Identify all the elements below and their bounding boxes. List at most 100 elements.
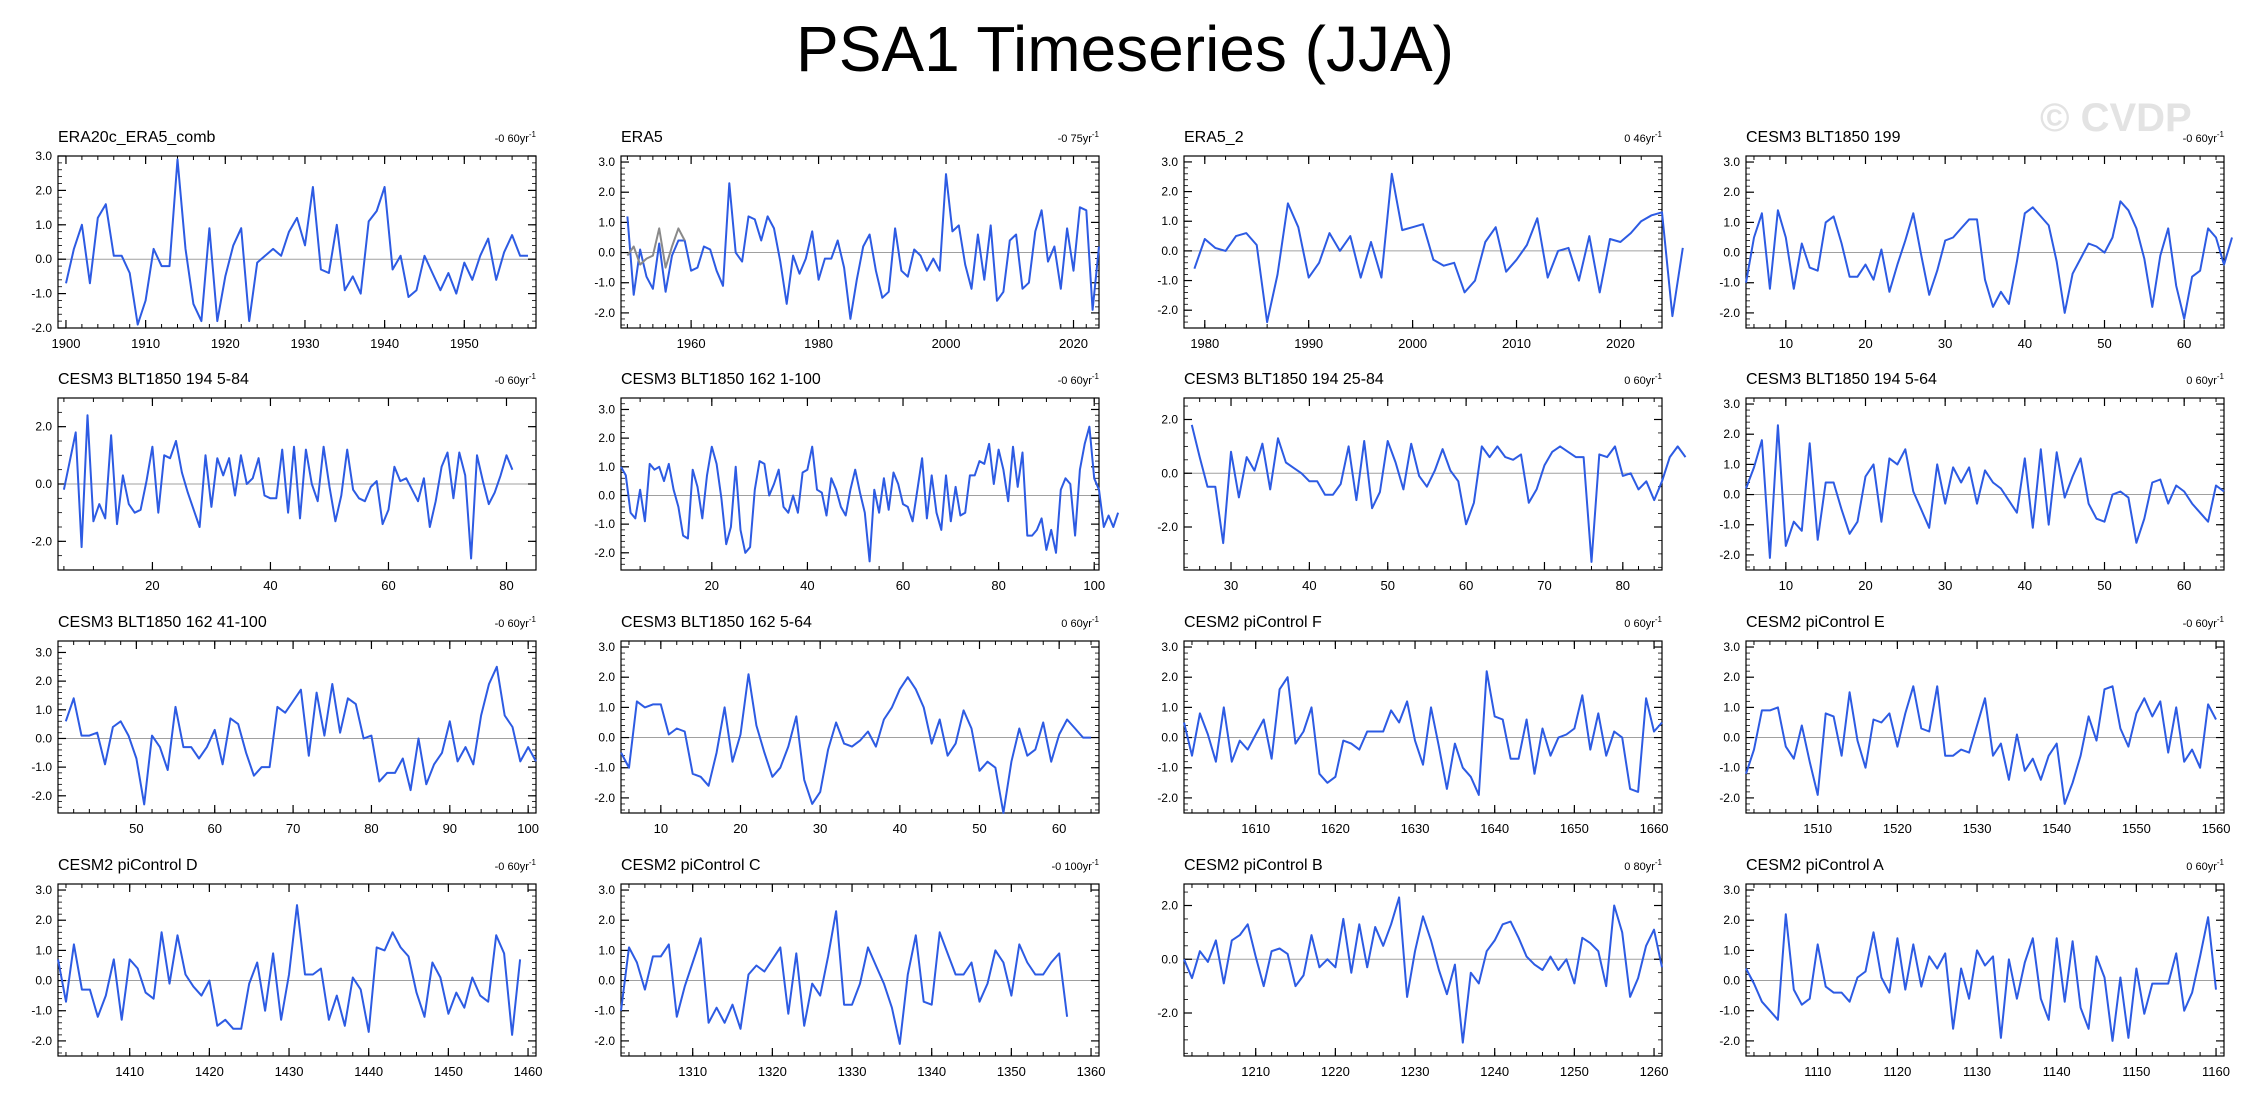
y-tick-label: 0.0: [1161, 466, 1178, 480]
y-tick-label: -2.0: [31, 321, 52, 335]
y-tick-label: 0.0: [598, 974, 615, 988]
panel-trend-label: -0 100yr-1: [1052, 858, 1100, 873]
chart-panel: ERA5 -0 75yr-1 1960 1980 2000 2020 3.0 2.0 1.0 0.…: [594, 129, 1100, 351]
y-tick-label: 2.0: [1723, 427, 1740, 441]
panel-title: CESM3 BLT1850 199: [1746, 129, 1901, 146]
y-tick-label: -1.0: [594, 517, 615, 531]
x-tick-label: 30: [1938, 336, 1952, 351]
trend-superscript: -1: [1092, 130, 1100, 139]
x-tick-label: 40: [893, 821, 907, 836]
x-tick-label: 1120: [1883, 1064, 1911, 1079]
x-tick-label: 1230: [1401, 1064, 1430, 1079]
x-tick-label: 60: [381, 578, 395, 593]
trend-superscript: -1: [1655, 372, 1663, 381]
x-tick-label: 1460: [514, 1064, 543, 1079]
chart-panel: CESM3 BLT1850 194 5-84 -0 60yr-1 20 40 60 80 2…: [31, 371, 537, 593]
x-tick-label: 20: [145, 578, 159, 593]
y-tick-label: 2.0: [1161, 413, 1178, 427]
panel-title: CESM3 BLT1850 194 5-84: [58, 371, 249, 388]
y-tick-label: 0.0: [1723, 974, 1740, 988]
x-tick-label: 1210: [1241, 1064, 1270, 1079]
series-line-overlay: [626, 227, 686, 269]
y-tick-label: -1.0: [594, 276, 615, 290]
y-tick-label: 1.0: [1723, 457, 1740, 471]
y-tick-label: -1.0: [1157, 761, 1178, 775]
panel-title: CESM3 BLT1850 194 25-84: [1184, 371, 1384, 388]
y-tick-label: 1.0: [598, 700, 615, 714]
x-tick-label: 1420: [195, 1064, 224, 1079]
x-tick-label: 60: [2177, 336, 2191, 351]
y-tick-label: 0.0: [598, 246, 615, 260]
x-tick-label: 1960: [677, 336, 706, 351]
x-tick-label: 50: [2097, 336, 2111, 351]
panel-trend-label: -0 60yr-1: [495, 858, 537, 873]
y-tick-label: 2.0: [598, 185, 615, 199]
series-line: [1745, 424, 2225, 559]
panel-trend-label: 0 60yr-1: [2186, 858, 2224, 873]
y-tick-label: -1.0: [31, 760, 52, 774]
x-tick-label: 1650: [1560, 821, 1589, 836]
x-tick-label: 60: [1459, 578, 1473, 593]
x-tick-label: 60: [2177, 578, 2191, 593]
cvdp-watermark: © CVDP: [2040, 96, 2192, 140]
y-tick-label: 2.0: [1723, 670, 1740, 684]
series-line: [1183, 896, 1663, 1044]
y-tick-label: 1.0: [1161, 700, 1178, 714]
y-tick-label: 1.0: [35, 218, 52, 232]
chart-panel: CESM2 piControl F 0 60yr-1 1610 1620 1630 164…: [1157, 614, 1668, 836]
y-tick-label: 2.0: [1161, 899, 1178, 913]
trend-superscript: -1: [1655, 858, 1663, 867]
y-tick-label: 2.0: [1161, 670, 1178, 684]
x-tick-label: 50: [972, 821, 986, 836]
x-tick-label: 1320: [758, 1064, 787, 1079]
y-tick-label: 3.0: [1161, 155, 1178, 169]
y-tick-label: -1.0: [1719, 518, 1740, 532]
series-line: [62, 414, 514, 560]
y-tick-label: -2.0: [1157, 791, 1178, 805]
chart-panel: CESM2 piControl D -0 60yr-1 1410 1420 1430 14…: [31, 857, 542, 1079]
plot-frame: [1745, 883, 2225, 1057]
x-tick-label: 1610: [1241, 821, 1270, 836]
chart-panel: CESM2 piControl A 0 60yr-1 1110 1120 1130 114…: [1719, 857, 2230, 1079]
panel-title: CESM2 piControl C: [621, 857, 761, 874]
y-tick-label: -2.0: [31, 534, 52, 548]
y-tick-label: 3.0: [35, 149, 52, 163]
x-tick-label: 1530: [1963, 821, 1992, 836]
x-tick-label: 1140: [2043, 1064, 2071, 1079]
chart-panel: CESM3 BLT1850 162 41-100 -0 60yr-1 50 60 70 8…: [31, 614, 539, 836]
trend-superscript: -1: [1092, 372, 1100, 381]
y-tick-label: 1.0: [598, 943, 615, 957]
y-tick-label: 0.0: [35, 974, 52, 988]
series-line: [620, 910, 1069, 1045]
x-tick-label: 1330: [838, 1064, 867, 1079]
x-tick-label: 40: [2018, 578, 2032, 593]
y-tick-label: -1.0: [1719, 761, 1740, 775]
series-line: [57, 904, 522, 1036]
chart-panel: ERA20c_ERA5_comb -0 60yr-1 1900 1910 1920 193…: [31, 129, 537, 351]
y-tick-label: 3.0: [1723, 397, 1740, 411]
x-tick-label: 60: [207, 821, 221, 836]
x-tick-label: 20: [733, 821, 747, 836]
plot-frame: [1183, 883, 1663, 1057]
chart-panel: CESM3 BLT1850 162 1-100 -0 60yr-1 20 40 60 80…: [594, 371, 1120, 593]
x-tick-label: 1550: [2122, 821, 2151, 836]
chart-panel: CESM2 piControl E -0 60yr-1 1510 1520 1530 15…: [1719, 614, 2230, 836]
y-tick-label: 2.0: [598, 431, 615, 445]
trend-superscript: -1: [2217, 858, 2225, 867]
x-tick-label: 50: [129, 821, 143, 836]
y-tick-label: -2.0: [594, 306, 615, 320]
y-tick-label: -2.0: [1719, 791, 1740, 805]
trend-superscript: -1: [529, 130, 537, 139]
x-tick-label: 1130: [1963, 1064, 1991, 1079]
x-tick-label: 90: [443, 821, 457, 836]
x-tick-label: 1620: [1321, 821, 1350, 836]
y-tick-label: 0.0: [1161, 244, 1178, 258]
x-tick-label: 1430: [275, 1064, 304, 1079]
y-tick-label: -2.0: [1157, 303, 1178, 317]
trend-superscript: -1: [529, 615, 537, 624]
plot-frame: [1745, 397, 2225, 571]
y-tick-label: 1.0: [1723, 700, 1740, 714]
x-tick-label: 2010: [1502, 336, 1531, 351]
trend-superscript: -1: [2217, 615, 2225, 624]
panel-trend-label: 0 60yr-1: [2186, 372, 2224, 387]
